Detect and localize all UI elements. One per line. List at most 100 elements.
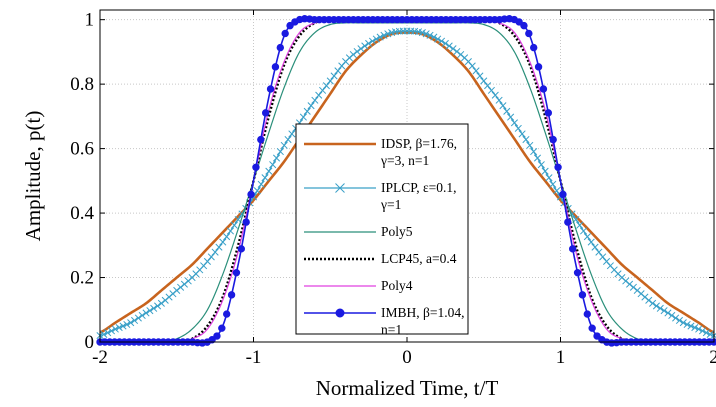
series-marker bbox=[668, 311, 676, 320]
series-marker bbox=[303, 107, 311, 115]
legend-item-5: IMBH, β=1.04, n=1 bbox=[304, 305, 465, 337]
series-marker bbox=[441, 39, 449, 47]
legend: IDSP, β=1.76, γ=3, n=1 IPLCP, ε=0.1, γ=1 Pol… bbox=[295, 123, 469, 337]
series-marker bbox=[357, 45, 365, 53]
series-marker bbox=[698, 327, 707, 335]
x-tick-label: 0 bbox=[402, 347, 412, 368]
series-layer bbox=[96, 15, 716, 347]
series-line bbox=[99, 31, 715, 334]
y-tick-label: 0.6 bbox=[70, 139, 94, 160]
series-marker bbox=[208, 336, 216, 344]
legend-item-2: Poly5 bbox=[304, 224, 413, 239]
series-marker bbox=[157, 299, 165, 307]
legend-label: Poly4 bbox=[381, 278, 413, 293]
series-marker bbox=[307, 102, 315, 110]
legend-item-4: Poly4 bbox=[304, 278, 413, 293]
series-marker bbox=[518, 130, 526, 138]
legend-label: γ=3, n=1 bbox=[380, 153, 429, 168]
series-marker bbox=[142, 309, 150, 317]
series-marker bbox=[299, 113, 307, 121]
y-tick-label: 0.4 bbox=[70, 203, 94, 224]
series-marker bbox=[472, 67, 480, 75]
series-marker bbox=[515, 18, 523, 26]
series-marker bbox=[265, 167, 273, 175]
series-marker bbox=[468, 62, 476, 70]
series-marker bbox=[223, 233, 231, 241]
series-marker bbox=[100, 330, 108, 338]
series-marker bbox=[541, 167, 549, 175]
series-marker bbox=[315, 91, 323, 99]
series-marker bbox=[361, 42, 369, 50]
ticks: -2 -1 0 1 2 0 0.2 0.4 0.6 0.8 1 bbox=[70, 10, 716, 368]
series-marker bbox=[111, 325, 119, 333]
series-marker bbox=[514, 124, 522, 132]
series-marker bbox=[372, 35, 380, 43]
series-marker bbox=[261, 109, 270, 117]
series-marker bbox=[530, 148, 538, 156]
series-marker bbox=[257, 135, 265, 144]
series-marker bbox=[154, 302, 162, 310]
series-marker bbox=[652, 302, 660, 310]
series-marker bbox=[247, 190, 255, 199]
series-marker bbox=[437, 37, 446, 45]
series-marker bbox=[578, 291, 587, 299]
series-marker bbox=[645, 296, 653, 304]
series-marker bbox=[219, 238, 227, 246]
series-marker bbox=[510, 119, 519, 127]
series-marker bbox=[322, 82, 330, 90]
y-tick-label: 0 bbox=[85, 332, 95, 353]
x-tick-label: -1 bbox=[246, 347, 262, 368]
series-marker bbox=[319, 86, 327, 94]
series-marker bbox=[266, 85, 275, 93]
series-marker bbox=[491, 91, 499, 99]
series-marker bbox=[218, 324, 226, 332]
series-marker bbox=[384, 30, 392, 38]
series-marker bbox=[222, 310, 231, 318]
series-marker bbox=[434, 35, 442, 43]
series-marker bbox=[261, 174, 269, 182]
series-marker bbox=[534, 63, 543, 71]
y-tick-label: 1 bbox=[85, 10, 95, 31]
legend-item-0: IDSP, β=1.76, γ=3, n=1 bbox=[304, 136, 457, 168]
series-marker bbox=[138, 311, 146, 320]
series-marker bbox=[119, 322, 127, 330]
legend-label: IDSP, β=1.76, bbox=[381, 136, 457, 151]
series-marker bbox=[335, 308, 345, 318]
series-marker bbox=[207, 253, 215, 261]
y-tick-label: 0.8 bbox=[70, 74, 94, 95]
series-marker bbox=[595, 248, 603, 256]
series-marker bbox=[335, 183, 345, 193]
series-marker bbox=[660, 307, 668, 315]
series-marker bbox=[104, 329, 112, 337]
series-marker bbox=[422, 30, 430, 38]
legend-box bbox=[295, 123, 469, 335]
series-marker bbox=[146, 307, 154, 315]
series-marker bbox=[593, 332, 601, 340]
series-marker bbox=[123, 320, 131, 329]
series-marker bbox=[215, 243, 223, 251]
series-marker bbox=[284, 135, 292, 144]
series-marker bbox=[656, 304, 664, 312]
series-marker bbox=[107, 327, 116, 335]
series-marker bbox=[130, 316, 139, 325]
series-marker bbox=[664, 309, 672, 317]
legend-label: Poly5 bbox=[381, 224, 413, 239]
series-marker bbox=[257, 180, 265, 188]
series-marker bbox=[702, 329, 710, 337]
series-marker bbox=[533, 154, 542, 162]
series-marker bbox=[311, 96, 319, 104]
series-marker bbox=[520, 21, 528, 30]
series-marker bbox=[687, 322, 695, 330]
series-marker bbox=[495, 96, 503, 104]
series-1 bbox=[96, 27, 716, 340]
series-marker bbox=[573, 268, 582, 277]
series-marker bbox=[232, 268, 241, 277]
series-marker bbox=[353, 47, 361, 56]
series-marker bbox=[252, 163, 260, 171]
series-marker bbox=[545, 174, 553, 182]
series-marker bbox=[679, 319, 687, 327]
x-tick-label: 1 bbox=[556, 347, 566, 368]
series-marker bbox=[276, 43, 285, 52]
series-marker bbox=[576, 221, 584, 229]
